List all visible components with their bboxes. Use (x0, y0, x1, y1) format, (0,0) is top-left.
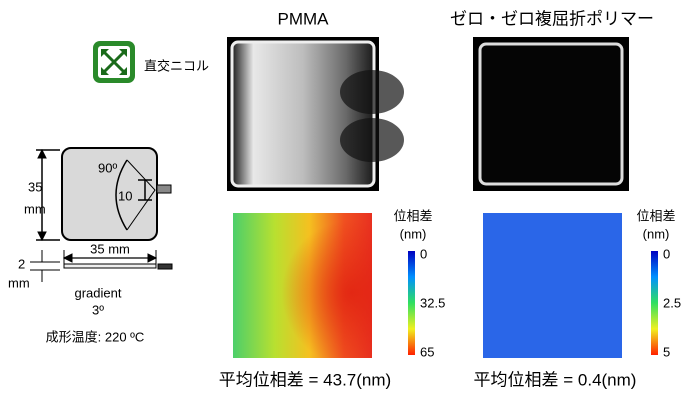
angle-label: 90º (98, 160, 117, 175)
inner-width: 10 (118, 188, 132, 203)
nicol-label: 直交ニコル (144, 58, 209, 73)
colorbar-unit: (nm) (400, 226, 427, 241)
pmma-heatmap (233, 213, 372, 358)
zero-heatmap (483, 213, 622, 358)
colorbar-tick: 65 (420, 344, 434, 359)
height-unit: mm (24, 201, 46, 216)
colorbar-tick: 0 (663, 246, 670, 261)
colorbar (408, 251, 415, 355)
nicol-icon (93, 41, 135, 83)
pmma-photo (227, 37, 404, 191)
colorbar (651, 251, 658, 355)
colorbar-title: 位相差 (636, 208, 675, 223)
colorbar-tick: 0 (420, 246, 427, 261)
zero-photo (473, 37, 629, 191)
gradient-angle: 3º (92, 302, 104, 317)
colorbar-tick: 32.5 (420, 295, 445, 310)
thickness-value: 2 (18, 256, 25, 271)
colorbar-tick: 5 (663, 344, 670, 359)
average-label: 平均位相差 = 0.4(nm) (474, 370, 637, 389)
average-label: 平均位相差 = 43.7(nm) (219, 370, 391, 389)
temperature-label: 成形温度: 220 ºC (46, 329, 145, 344)
gradient-label: gradient (75, 285, 122, 300)
width-label: 35 mm (90, 241, 130, 256)
colorbar-title: 位相差 (393, 208, 432, 223)
colorbar-tick: 2.5 (663, 295, 681, 310)
figure: 直交ニコル 35 mm 90º 10 35 mm 2 mm gradient 3… (0, 0, 688, 394)
height-value: 35 (28, 179, 42, 194)
thickness-unit: mm (8, 275, 30, 290)
colorbar-unit: (nm) (643, 226, 670, 241)
panel-title: ゼロ・ゼロ複屈折ポリマー (450, 9, 654, 28)
panel-title: PMMA (278, 9, 330, 28)
